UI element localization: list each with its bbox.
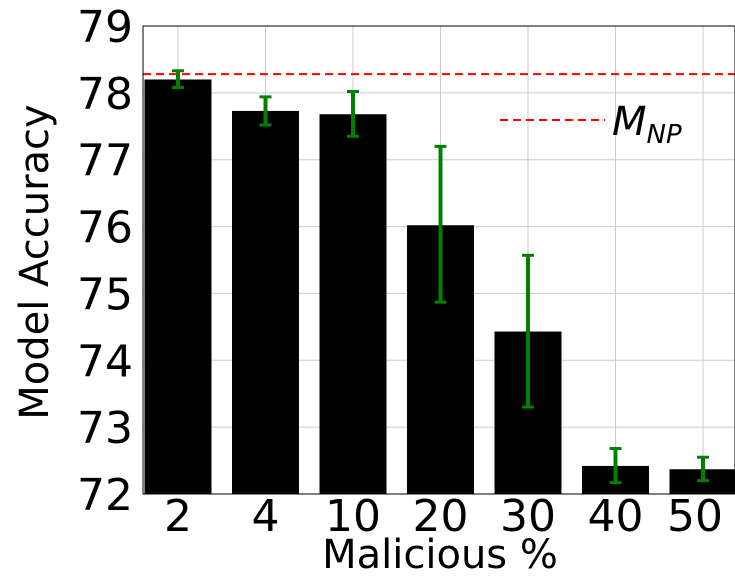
x-tick-label: 40 xyxy=(588,491,644,542)
legend-label-main: M xyxy=(612,99,647,145)
x-tick-label: 50 xyxy=(667,491,723,542)
x-tick-label: 2 xyxy=(164,491,192,542)
error-bar xyxy=(259,95,272,127)
x-axis-label: Malicious % xyxy=(322,532,558,576)
y-tick-label: 79 xyxy=(77,2,133,53)
error-bar xyxy=(522,253,534,409)
y-tick-label: 75 xyxy=(77,269,133,320)
y-tick-label: 76 xyxy=(77,203,133,254)
y-tick-label: 72 xyxy=(77,470,133,521)
error-bars xyxy=(172,69,709,485)
error-bar xyxy=(347,90,359,138)
plot-frame xyxy=(142,25,735,495)
x-tick-label: 10 xyxy=(325,491,381,542)
x-tick-label: 4 xyxy=(252,491,280,542)
bars xyxy=(144,79,735,494)
y-axis-label: Model Accuracy xyxy=(12,104,58,419)
y-tick-label: 77 xyxy=(77,136,133,187)
y-tick-label: 74 xyxy=(77,336,133,387)
error-bar xyxy=(609,447,622,485)
error-bar xyxy=(697,455,709,483)
error-bar xyxy=(172,69,184,90)
bar xyxy=(319,114,387,494)
legend: MNP xyxy=(500,99,682,150)
bar xyxy=(144,79,212,494)
legend-label: MNP xyxy=(612,99,682,150)
x-tick-labels: 2 4 10 20 30 40 50 xyxy=(164,491,723,542)
bar xyxy=(232,110,299,494)
y-tick-label: 78 xyxy=(77,69,133,120)
error-bar xyxy=(434,144,447,304)
y-tick-labels: 72 73 74 75 76 77 78 79 xyxy=(77,2,133,521)
x-tick-label: 20 xyxy=(413,491,469,542)
legend-label-sub: NP xyxy=(647,120,682,150)
y-tick-label: 73 xyxy=(77,403,133,454)
x-tick-label: 30 xyxy=(500,491,556,542)
